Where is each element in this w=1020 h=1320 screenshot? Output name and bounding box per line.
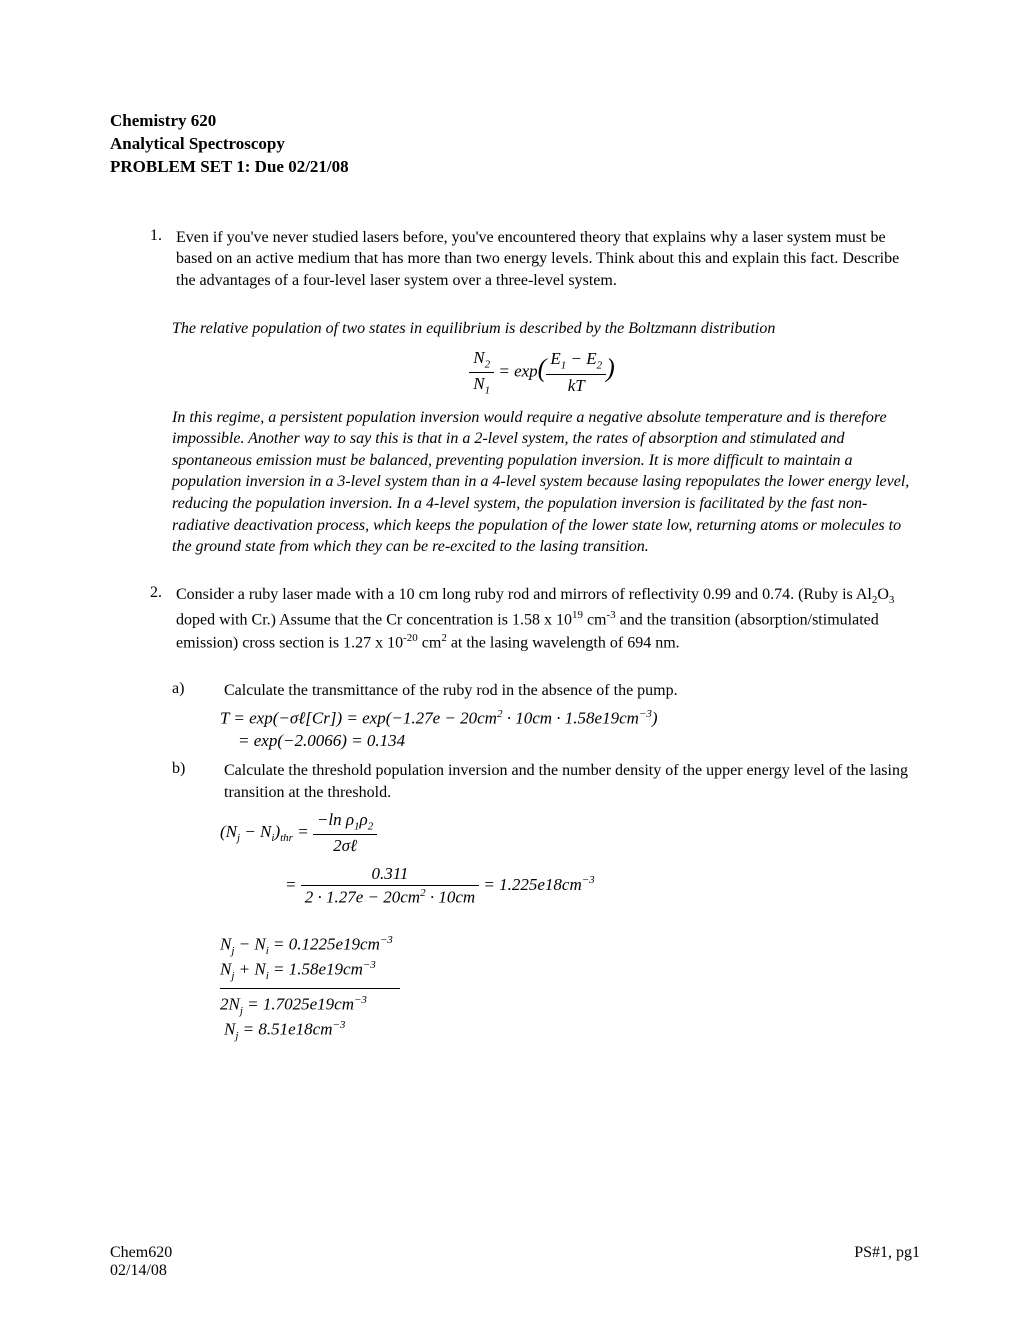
- part-b-math-3: Nj − Ni = 0.1225e19cm−3 Nj + Ni = 1.58e1…: [220, 933, 920, 1043]
- part-a-math: T = exp(−σℓ[Cr]) = exp(−1.27e − 20cm2 · …: [220, 707, 920, 752]
- part-b-math-2: = 0.311 2 · 1.27e − 20cm2 · 10cm = 1.225…: [285, 863, 920, 909]
- math-divider: [220, 988, 400, 989]
- problem-1-number: 1.: [150, 227, 172, 245]
- part-b-label: b): [172, 760, 220, 778]
- footer-right: PS#1, pg1: [854, 1244, 920, 1262]
- course-number: Chemistry 620: [110, 110, 920, 133]
- footer-left: Chem620 02/14/08: [110, 1244, 172, 1280]
- page-footer: Chem620 02/14/08 PS#1, pg1: [110, 1244, 920, 1280]
- part-a-text: Calculate the transmittance of the ruby …: [224, 680, 914, 702]
- part-b-text: Calculate the threshold population inver…: [224, 760, 914, 803]
- problem-2-number: 2.: [150, 584, 172, 602]
- problem-1-text: Even if you've never studied lasers befo…: [176, 227, 906, 292]
- problem-2a: a) Calculate the transmittance of the ru…: [172, 680, 920, 702]
- course-title: Analytical Spectroscopy: [110, 133, 920, 156]
- problem-1: 1. Even if you've never studied lasers b…: [150, 227, 920, 292]
- answer-intro: The relative population of two states in…: [172, 318, 912, 340]
- problem-2: 2. Consider a ruby laser made with a 10 …: [150, 584, 920, 654]
- part-a-label: a): [172, 680, 220, 698]
- problem-2b: b) Calculate the threshold population in…: [172, 760, 920, 803]
- boltzmann-equation: N2 N1 = exp( E1 − E2 kT ): [172, 347, 912, 398]
- document-header: Chemistry 620 Analytical Spectroscopy PR…: [110, 110, 920, 179]
- answer-body: In this regime, a persistent population …: [172, 407, 912, 558]
- page: Chemistry 620 Analytical Spectroscopy PR…: [0, 0, 1020, 1320]
- problem-1-answer: The relative population of two states in…: [172, 318, 912, 558]
- problem-set-title: PROBLEM SET 1: Due 02/21/08: [110, 156, 920, 179]
- part-b-math-1: (Nj − Ni)thr = −ln ρ1ρ2 2σℓ: [220, 809, 920, 857]
- problem-2-text: Consider a ruby laser made with a 10 cm …: [176, 584, 906, 654]
